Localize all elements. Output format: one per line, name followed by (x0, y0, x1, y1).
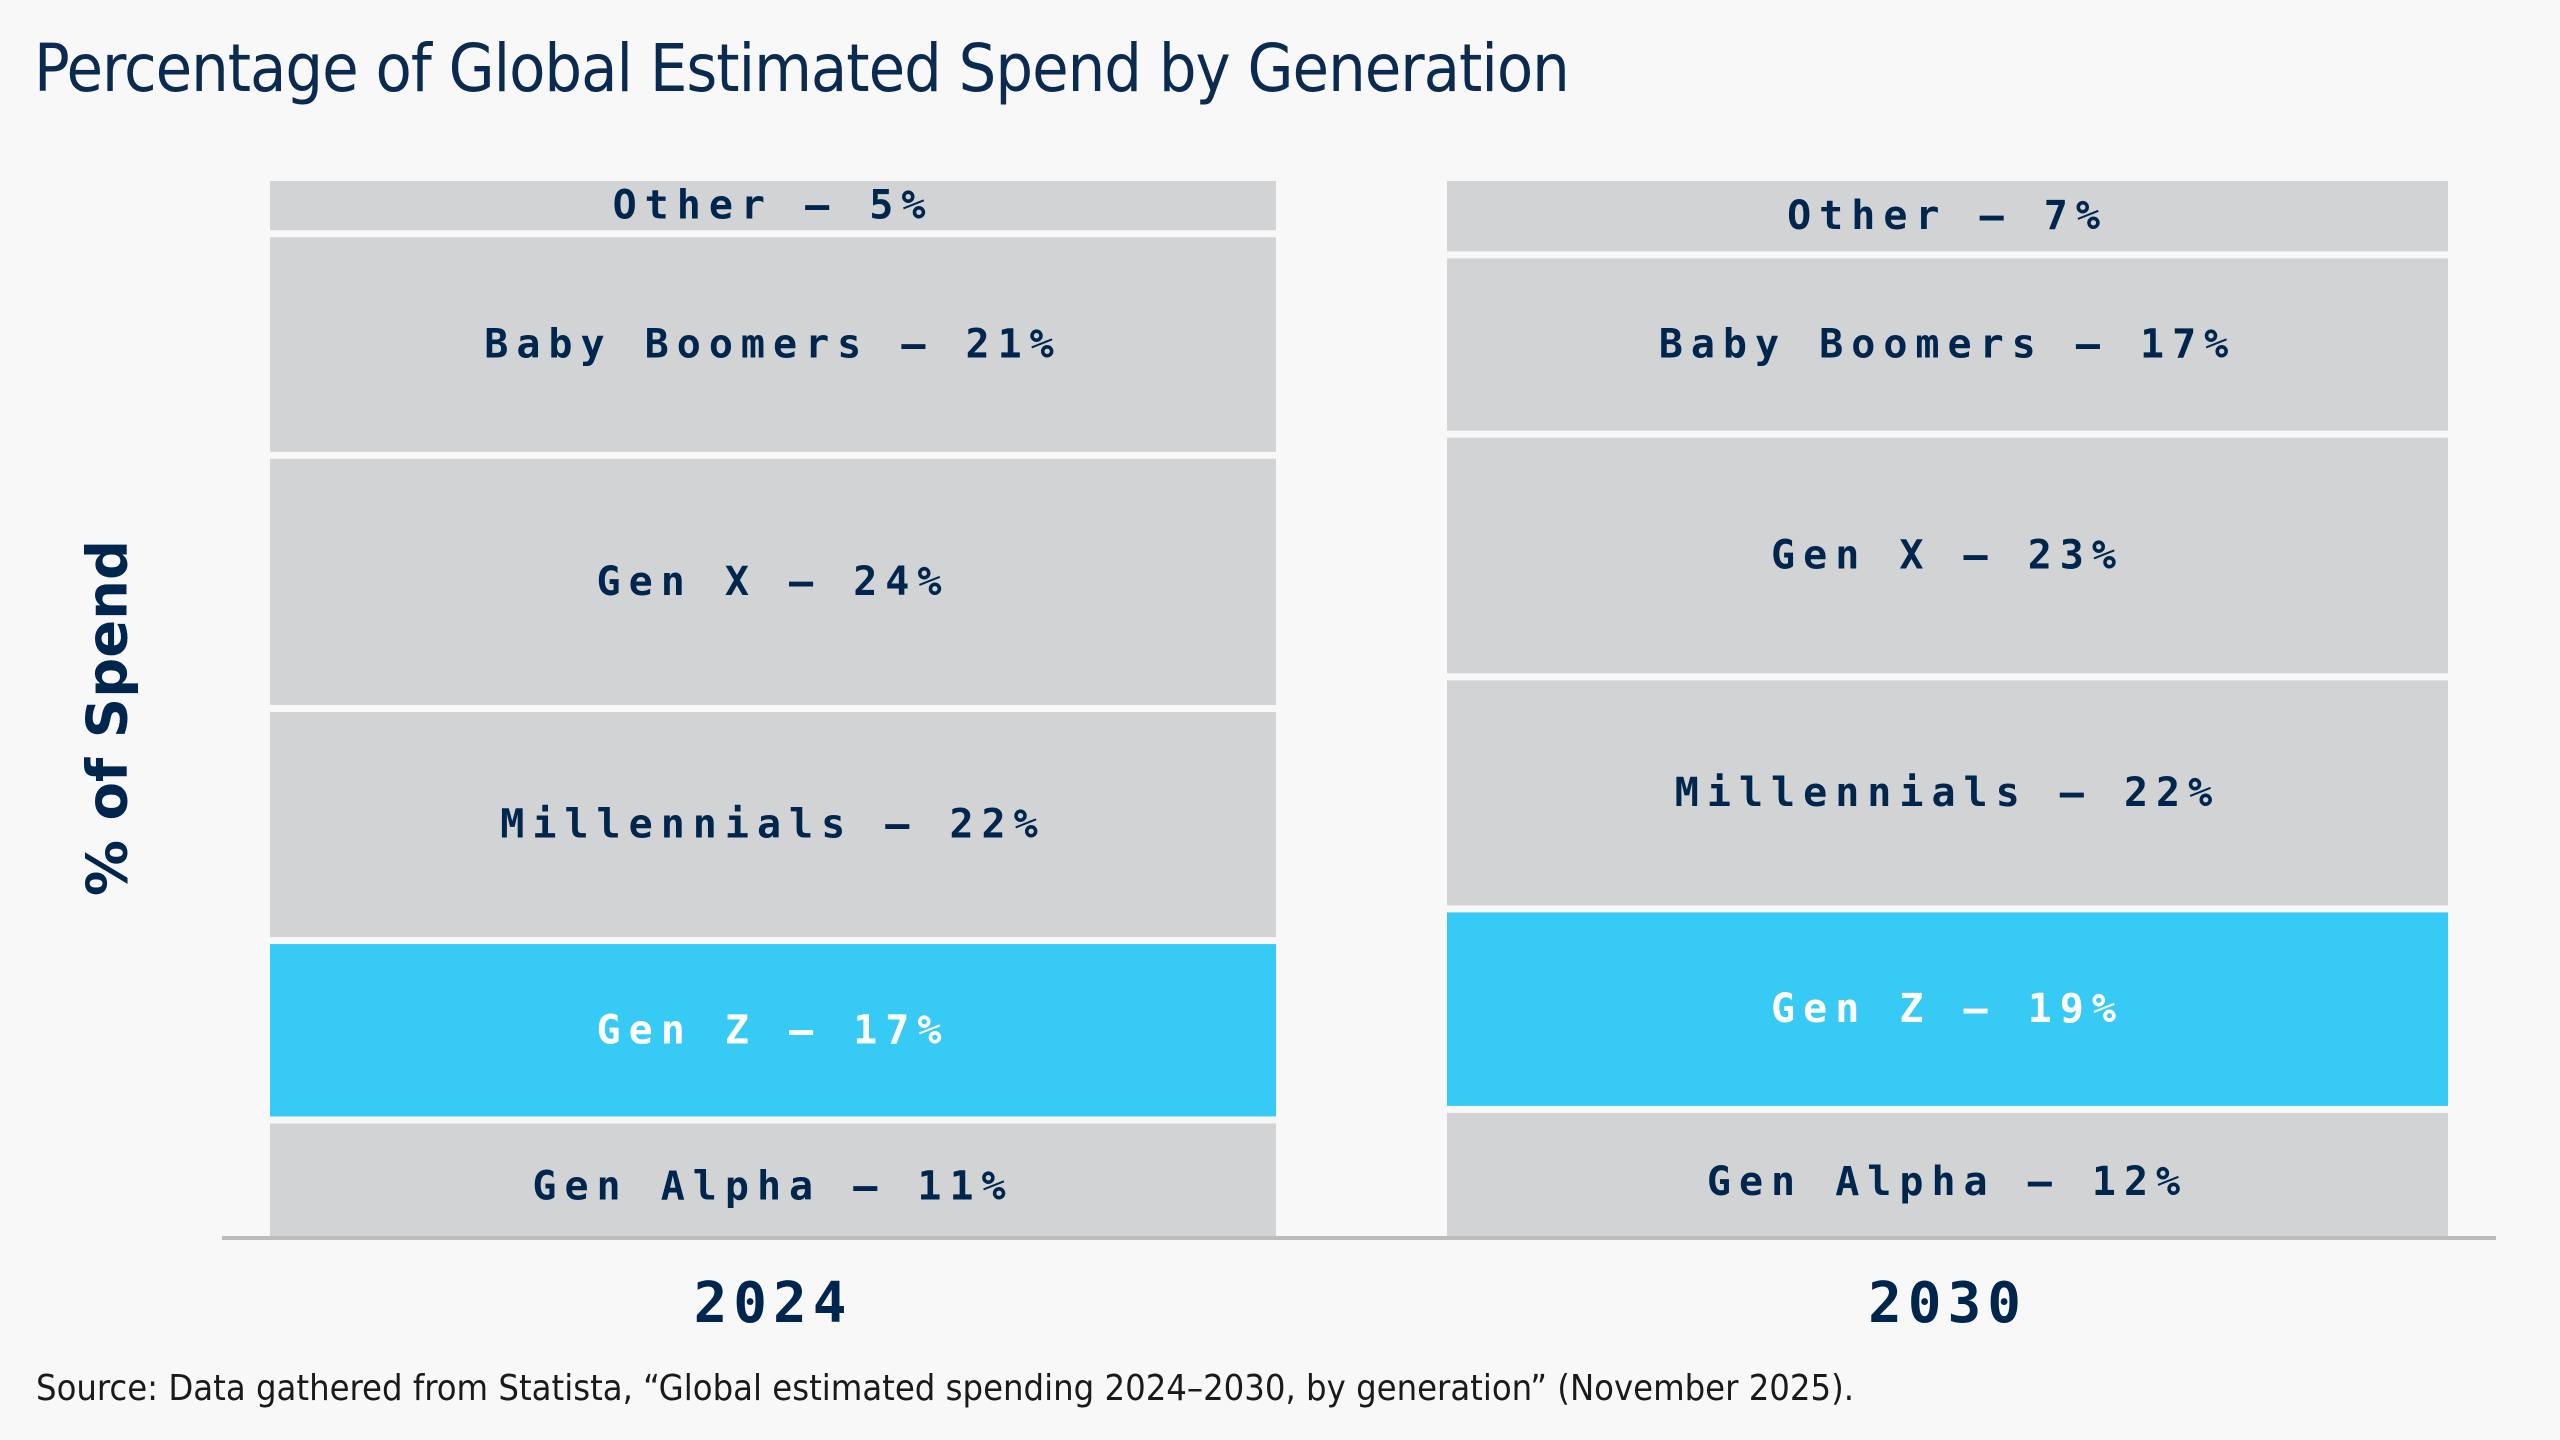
bar-segment-gen-alpha-2024 (270, 1123, 1276, 1236)
data-label-millennials-2024: Millennials – 22% (500, 802, 1045, 848)
bar-segment-baby-boomers-2024 (270, 237, 1276, 452)
bar-segment-gen-x-2024 (270, 458, 1276, 705)
x-tick-label-2024: 2024 (694, 1271, 853, 1336)
bar-segment-gen-x-2030 (1447, 437, 2448, 674)
bar-segment-gen-alpha-2030 (1447, 1112, 2448, 1236)
x-tick-label-2030: 2030 (1868, 1271, 2027, 1336)
data-label-other-2030: Other – 7% (1787, 193, 2108, 239)
bar-segment-millennials-2030 (1447, 680, 2448, 906)
bar-segment-millennials-2024 (270, 712, 1276, 938)
data-label-other-2024: Other – 5% (613, 183, 934, 229)
data-label-gen-z-2030: Gen Z – 19% (1771, 986, 2124, 1032)
bars-group: Gen Alpha – 11% Gen Z – 17% Millennials – … (270, 181, 2448, 1236)
data-label-gen-alpha-2024: Gen Alpha – 11% (532, 1163, 1013, 1209)
data-label-gen-x-2024: Gen X – 24% (597, 559, 950, 605)
data-label-baby-boomers-2030: Baby Boomers – 17% (1659, 322, 2236, 368)
data-label-millennials-2030: Millennials – 22% (1675, 770, 2220, 816)
data-label-gen-z-2024: Gen Z – 17% (597, 1007, 950, 1053)
bar-segment-gen-z-2024 (270, 944, 1276, 1117)
data-label-baby-boomers-2024: Baby Boomers – 21% (484, 322, 1061, 368)
bar-segment-gen-z-2030 (1447, 912, 2448, 1106)
bar-segment-other-2024 (270, 181, 1276, 231)
x-tick-labels: 2024 2030 (694, 1271, 2027, 1336)
chart-title: Percentage of Global Estimated Spend by … (34, 30, 1570, 107)
data-label-gen-alpha-2030: Gen Alpha – 12% (1707, 1159, 2188, 1205)
bar-segment-other-2030 (1447, 181, 2448, 252)
source-note: Source: Data gathered from Statista, “Gl… (36, 1368, 1855, 1409)
bar-segment-baby-boomers-2030 (1447, 258, 2448, 431)
data-label-gen-x-2030: Gen X – 23% (1771, 533, 2124, 579)
